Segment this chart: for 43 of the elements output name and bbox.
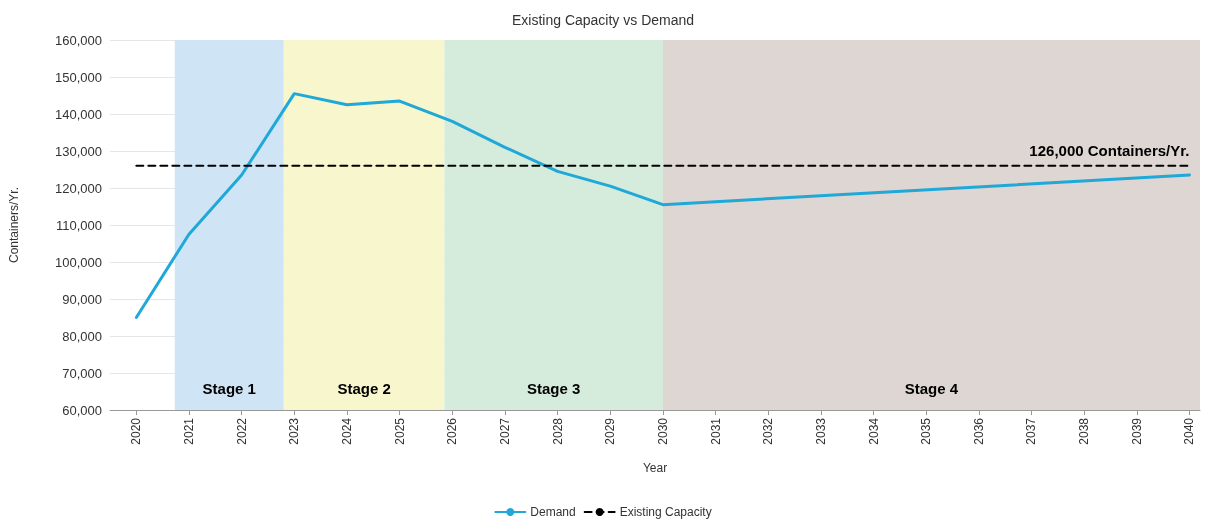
annotation: 126,000 Containers/Yr.	[1029, 141, 1190, 159]
x-tick-label: 2020	[129, 417, 144, 445]
band-label: Stage 1	[202, 380, 256, 397]
x-tick-label: 2035	[919, 417, 934, 445]
x-tick-label: 2039	[1129, 417, 1144, 445]
legend-label: Demand	[530, 505, 576, 519]
y-tick-label: 130,000	[55, 143, 102, 159]
x-tick-label: 2023	[287, 417, 302, 445]
x-tick-label: 2029	[603, 417, 618, 445]
x-tick-label: 2025	[392, 417, 407, 445]
y-tick-label: 60,000	[62, 402, 102, 418]
x-tick-label: 2030	[655, 417, 670, 445]
x-axis-title: Year	[642, 461, 668, 475]
y-tick-label: 90,000	[62, 291, 102, 307]
line-series	[134, 92, 1191, 319]
x-tick-label: 2040	[1182, 417, 1197, 445]
x-tick-label: 2022	[234, 417, 249, 445]
x-tick-label: 2021	[181, 417, 196, 445]
y-tick-label: 70,000	[62, 365, 102, 381]
y-tick-label: 150,000	[55, 69, 102, 85]
x-tick-label: 2034	[866, 417, 881, 445]
band-label: Stage 4	[904, 380, 959, 397]
y-tick-label: 80,000	[62, 328, 102, 344]
x-tick-label: 2038	[1077, 417, 1092, 445]
legend-label: Existing Capacity	[619, 505, 712, 519]
y-tick-label: 100,000	[55, 254, 102, 270]
x-tick-label: 2026	[445, 417, 460, 445]
y-axis-title: Containers/Yr.	[7, 186, 21, 264]
x-tick-label: 2028	[550, 417, 565, 445]
chart-title: Existing Capacity vs Demand	[511, 12, 695, 28]
y-tick-label: 160,000	[55, 32, 102, 48]
y-tick-label: 140,000	[55, 106, 102, 122]
band-label: Stage 2	[337, 380, 391, 397]
x-tick-label: 2032	[761, 417, 776, 445]
x-tick-label: 2024	[339, 417, 354, 445]
y-tick-label: 120,000	[55, 180, 102, 196]
x-tick-label: 2036	[971, 417, 986, 445]
band-label: Stage 3	[526, 380, 581, 397]
x-tick-label: 2027	[497, 417, 512, 445]
x-tick-label: 2037	[1024, 417, 1039, 445]
x-tick-label: 2031	[708, 417, 723, 445]
x-tick-label: 2033	[813, 417, 828, 445]
y-tick-label: 110,000	[55, 217, 102, 233]
